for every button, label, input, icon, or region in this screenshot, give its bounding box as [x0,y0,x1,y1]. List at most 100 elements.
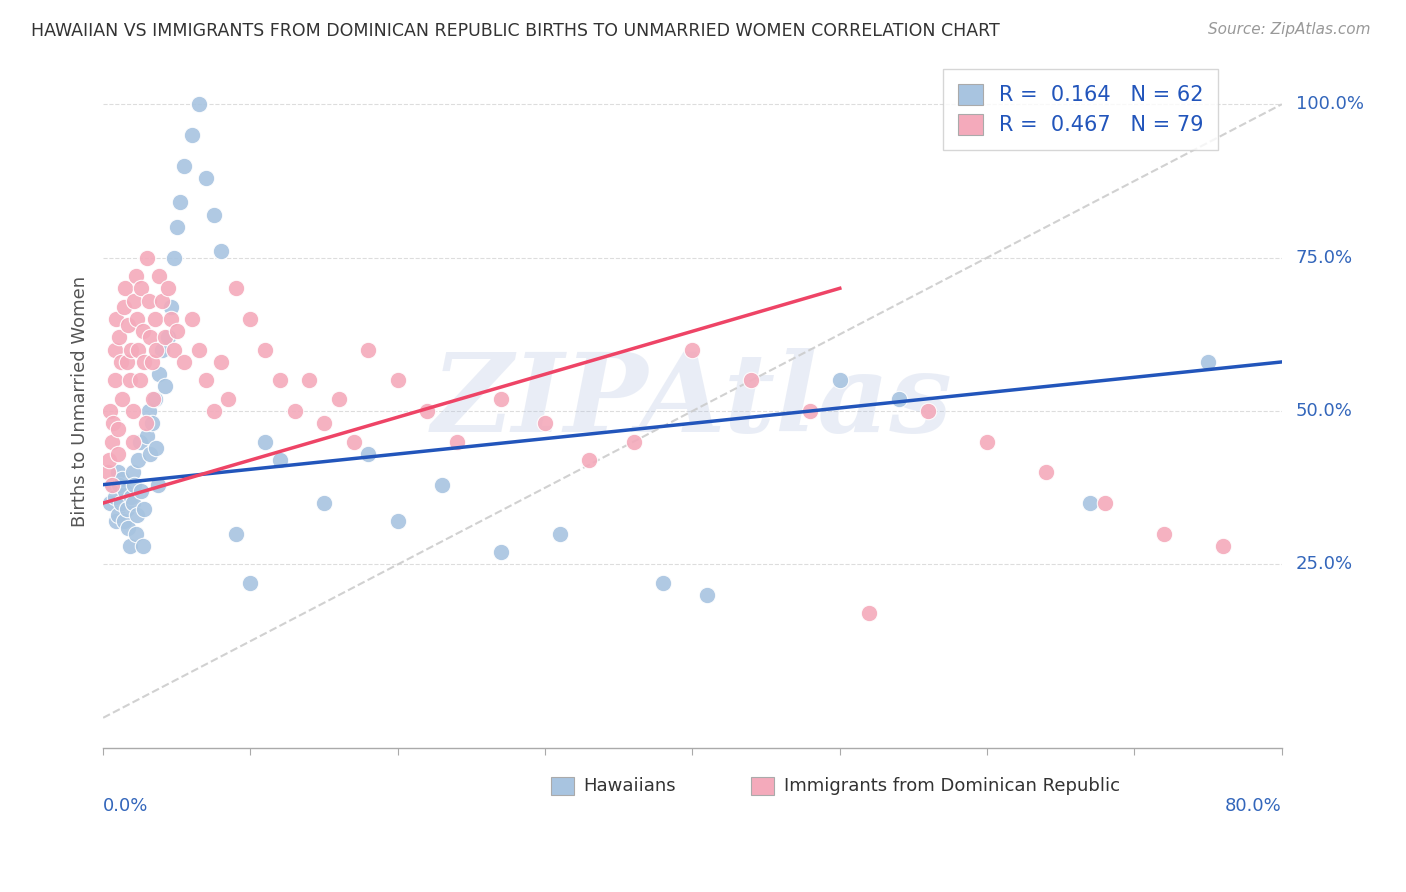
Text: HAWAIIAN VS IMMIGRANTS FROM DOMINICAN REPUBLIC BIRTHS TO UNMARRIED WOMEN CORRELA: HAWAIIAN VS IMMIGRANTS FROM DOMINICAN RE… [31,22,1000,40]
Point [115,355,138,369]
Point [104,373,127,387]
Point [146,477,169,491]
Point [96,466,118,480]
Point [121,496,143,510]
Point [446,434,468,449]
Point [107,447,129,461]
Legend: R =  0.164   N = 62, R =  0.467   N = 79: R = 0.164 N = 62, R = 0.467 N = 79 [943,69,1219,150]
Point [124,526,146,541]
Point [118,539,141,553]
Point [828,373,851,387]
Point [145,441,167,455]
Point [489,545,512,559]
Point [163,251,186,265]
Point [209,244,232,259]
Point [1212,539,1234,553]
Text: 50.0%: 50.0% [1296,402,1353,420]
Point [153,330,176,344]
Point [148,268,170,283]
Point [125,312,148,326]
Point [117,520,139,534]
Point [111,392,134,406]
Point [101,434,124,449]
Point [534,417,557,431]
Point [239,312,262,326]
Point [122,477,145,491]
Point [652,575,675,590]
Point [129,373,152,387]
Text: 75.0%: 75.0% [1296,249,1353,267]
Point [156,281,179,295]
Point [169,195,191,210]
Point [887,392,910,406]
Point [134,502,156,516]
Point [150,343,173,357]
Point [195,170,218,185]
Point [124,268,146,283]
Point [107,422,129,436]
Point [202,404,225,418]
Point [160,300,183,314]
Point [108,330,131,344]
Point [195,373,218,387]
Point [112,300,135,314]
Point [387,373,409,387]
Point [107,508,129,523]
Y-axis label: Births to Unmarried Women: Births to Unmarried Women [72,277,89,527]
Point [269,373,291,387]
Point [166,324,188,338]
Point [136,251,159,265]
Point [107,466,129,480]
Point [121,434,143,449]
Point [131,483,153,498]
Point [138,404,160,418]
Point [142,392,165,406]
Point [114,281,136,295]
Point [121,466,143,480]
Point [858,607,880,621]
Point [187,97,209,112]
Point [173,355,195,369]
Point [132,539,155,553]
Point [217,392,239,406]
Point [127,453,149,467]
Point [387,515,409,529]
Point [115,502,138,516]
Point [103,477,125,491]
Point [110,355,132,369]
Point [254,343,277,357]
Point [209,355,232,369]
Point [976,434,998,449]
Point [1153,526,1175,541]
Point [917,404,939,418]
Text: Immigrants from Dominican Republic: Immigrants from Dominican Republic [783,777,1119,795]
Text: Hawaiians: Hawaiians [583,777,676,795]
Point [187,343,209,357]
Point [202,208,225,222]
Point [120,490,142,504]
Point [357,447,380,461]
Point [150,293,173,308]
Point [117,318,139,332]
Point [105,515,128,529]
Point [1035,466,1057,480]
Point [284,404,307,418]
Point [578,453,600,467]
Point [139,330,162,344]
Point [1197,355,1219,369]
Point [328,392,350,406]
Point [160,312,183,326]
Point [139,447,162,461]
Point [180,312,202,326]
Point [104,343,127,357]
Point [141,355,163,369]
Point [105,312,128,326]
Point [156,330,179,344]
Point [148,368,170,382]
Point [145,343,167,357]
Text: 100.0%: 100.0% [1296,95,1364,113]
Point [135,417,157,431]
Point [141,417,163,431]
Point [696,588,718,602]
Point [269,453,291,467]
